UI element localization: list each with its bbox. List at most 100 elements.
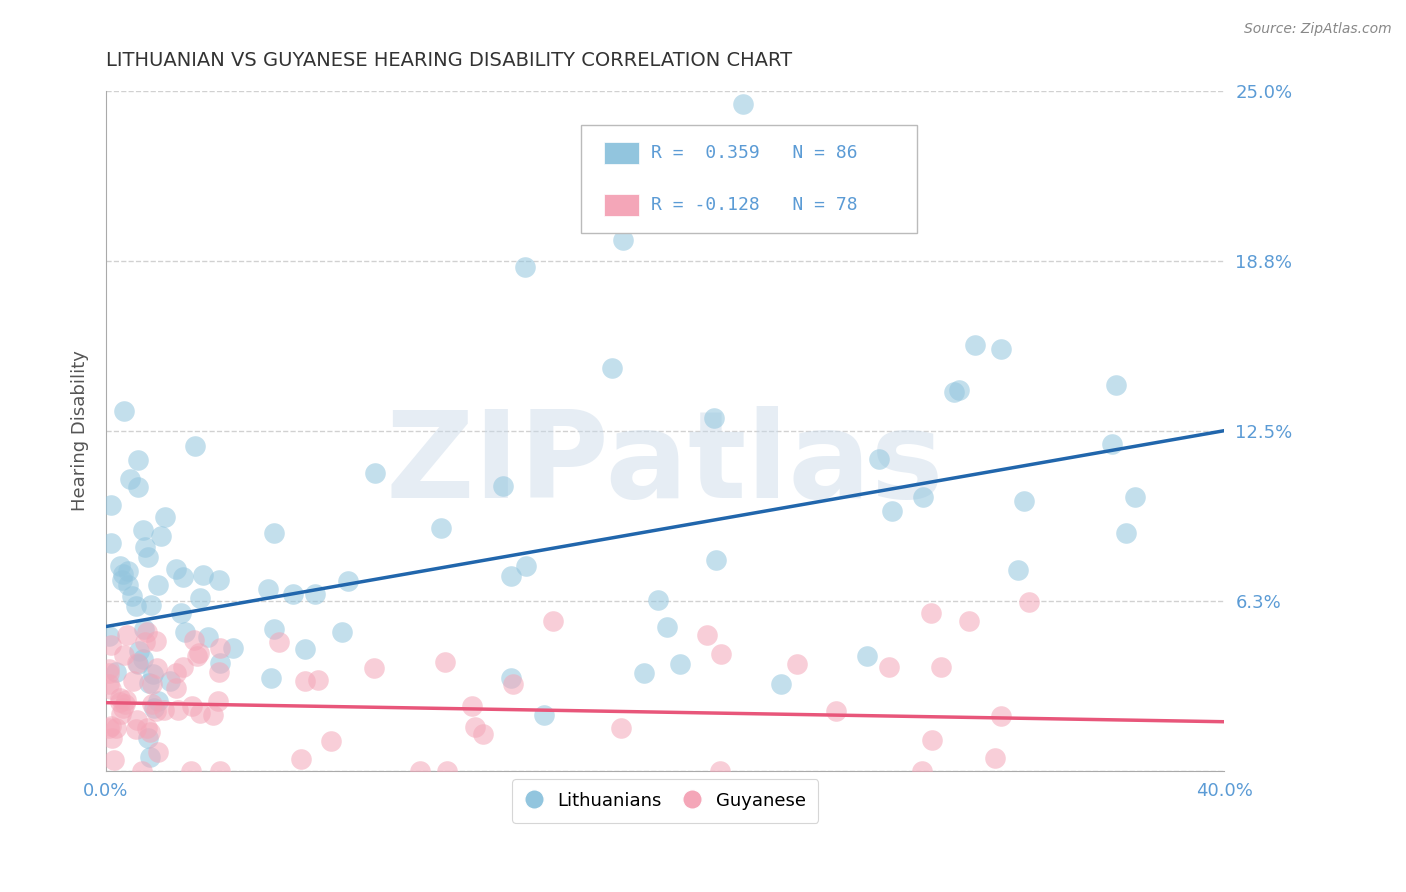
Point <box>134 622 156 636</box>
Point <box>990 708 1012 723</box>
Point <box>117 564 139 578</box>
Point <box>183 439 205 453</box>
Point <box>363 661 385 675</box>
Point <box>165 681 187 696</box>
Point <box>364 466 387 480</box>
Point <box>208 764 231 778</box>
Point <box>180 698 202 713</box>
Point <box>957 614 980 628</box>
Point <box>336 574 359 588</box>
FancyBboxPatch shape <box>603 194 640 216</box>
Point <box>281 587 304 601</box>
Point <box>1007 563 1029 577</box>
Point <box>170 606 193 620</box>
Point <box>911 490 934 504</box>
Point <box>307 673 329 688</box>
Point <box>321 734 343 748</box>
Point <box>127 713 149 727</box>
Point <box>125 656 148 670</box>
Point <box>145 704 167 718</box>
Point <box>260 671 283 685</box>
Point <box>111 573 134 587</box>
Point <box>1101 437 1123 451</box>
Point <box>100 639 122 653</box>
Point <box>141 677 163 691</box>
Text: LITHUANIAN VS GUYANESE HEARING DISABILITY CORRELATION CHART: LITHUANIAN VS GUYANESE HEARING DISABILIT… <box>105 51 792 70</box>
Point <box>1123 490 1146 504</box>
Point <box>436 764 458 778</box>
Point <box>153 703 176 717</box>
Point <box>100 719 122 733</box>
Point <box>515 260 537 275</box>
Point <box>208 573 231 587</box>
Point <box>710 647 733 661</box>
Point <box>97 666 120 681</box>
Point <box>1105 378 1128 392</box>
Point <box>143 700 166 714</box>
Point <box>703 410 725 425</box>
Point <box>856 648 879 663</box>
Point <box>515 558 537 573</box>
Point <box>541 614 564 628</box>
Point <box>138 725 160 739</box>
Point <box>610 721 633 735</box>
Point <box>166 665 188 680</box>
Point <box>159 673 181 688</box>
Point <box>880 504 903 518</box>
Point <box>921 732 943 747</box>
Point <box>502 676 524 690</box>
Point <box>136 721 159 735</box>
Point <box>127 452 149 467</box>
Point <box>124 722 146 736</box>
Point <box>640 178 662 193</box>
Point <box>188 646 211 660</box>
Point <box>112 701 135 715</box>
Point <box>825 704 848 718</box>
Point <box>984 751 1007 765</box>
Point <box>304 587 326 601</box>
Point <box>131 764 153 778</box>
Point <box>146 694 169 708</box>
Point <box>263 622 285 636</box>
Point <box>208 640 231 655</box>
Point <box>141 697 163 711</box>
Point <box>222 641 245 656</box>
Point <box>191 567 214 582</box>
Point <box>208 657 231 671</box>
Point <box>207 694 229 708</box>
Point <box>101 731 124 746</box>
Text: ZIPatlas: ZIPatlas <box>385 406 945 524</box>
Point <box>963 338 986 352</box>
Point <box>142 667 165 681</box>
Point <box>931 660 953 674</box>
Point <box>167 703 190 717</box>
Point <box>461 698 484 713</box>
Point <box>910 764 932 778</box>
Text: R =  0.359   N = 86: R = 0.359 N = 86 <box>651 145 858 162</box>
Point <box>472 727 495 741</box>
Point <box>600 360 623 375</box>
Point <box>1018 595 1040 609</box>
Point <box>132 652 155 666</box>
Point <box>290 751 312 765</box>
Point <box>172 660 194 674</box>
Point <box>118 472 141 486</box>
Point <box>165 562 187 576</box>
Legend: Lithuanians, Guyanese: Lithuanians, Guyanese <box>512 780 818 822</box>
Point <box>103 753 125 767</box>
Point <box>141 599 163 613</box>
Point <box>112 648 135 663</box>
Point <box>696 628 718 642</box>
Point <box>869 451 891 466</box>
Point <box>112 403 135 417</box>
Point <box>104 665 127 680</box>
Point <box>409 764 432 778</box>
Point <box>208 665 231 680</box>
Point <box>612 233 634 247</box>
Point <box>136 731 159 746</box>
Point <box>108 691 131 706</box>
Text: Source: ZipAtlas.com: Source: ZipAtlas.com <box>1244 22 1392 37</box>
Point <box>97 677 120 691</box>
Point <box>430 521 453 535</box>
Point <box>668 657 690 671</box>
